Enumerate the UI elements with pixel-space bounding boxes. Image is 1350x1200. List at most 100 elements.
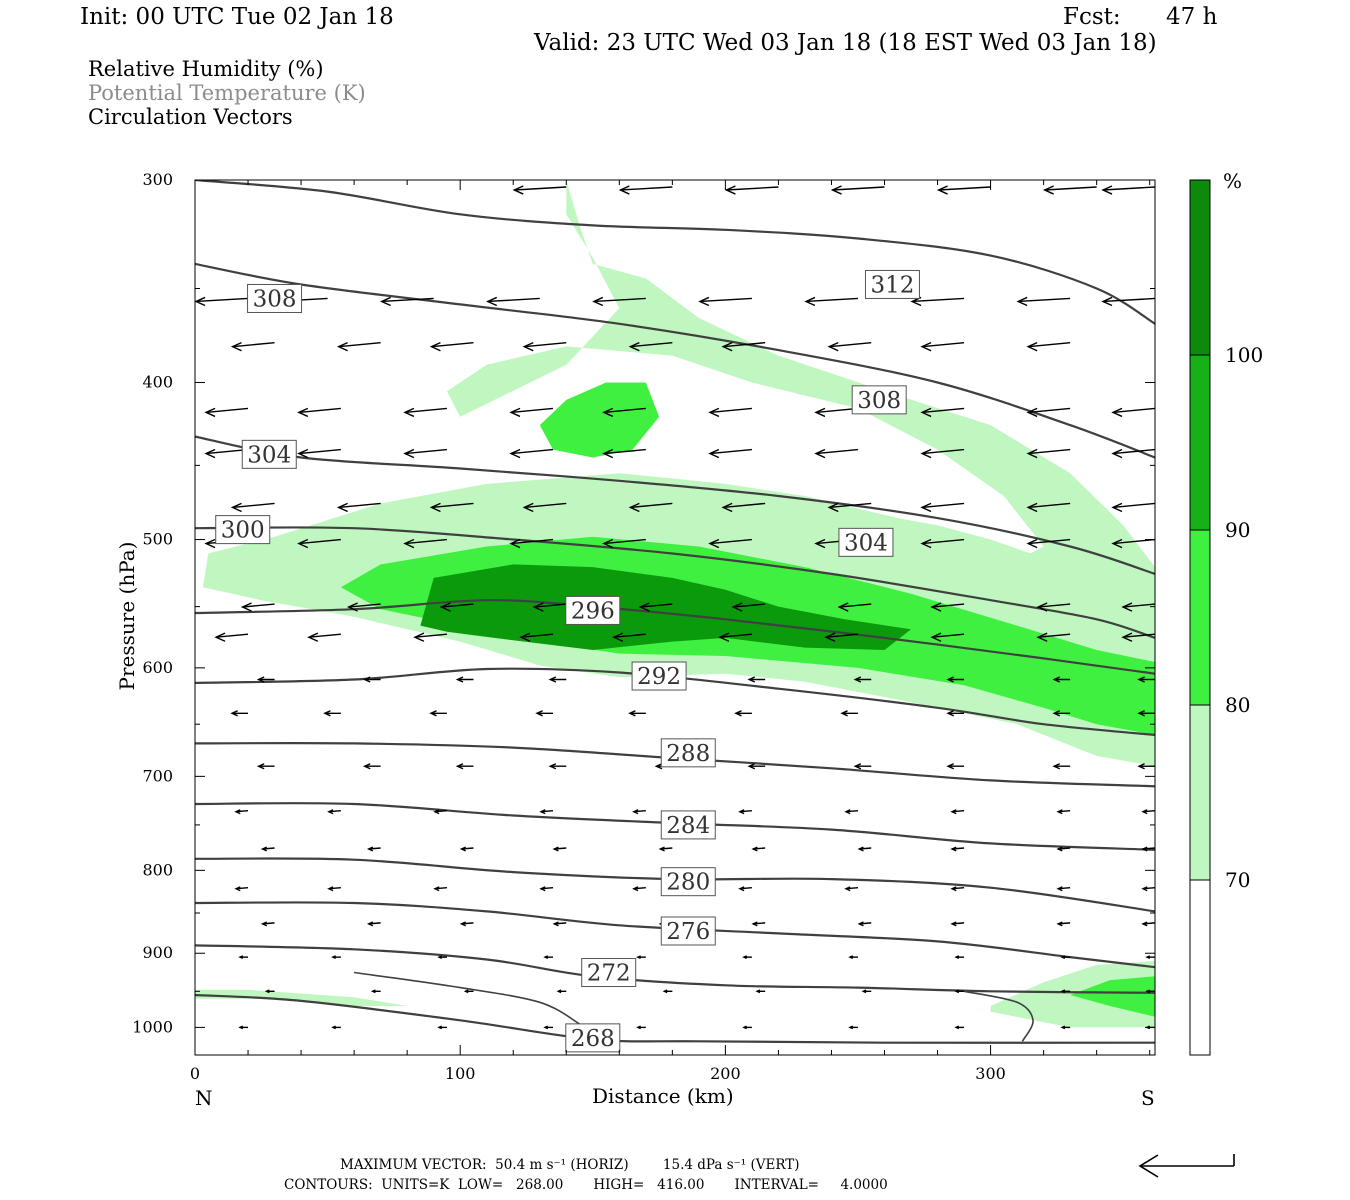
- vector-arrow: [433, 886, 447, 892]
- rh-region-70-1: [195, 989, 408, 1006]
- y-tick-label: 1000: [132, 1017, 173, 1036]
- vector-arrow: [238, 955, 249, 960]
- contour-label-284: 284: [660, 810, 716, 840]
- vector-arrow: [370, 989, 381, 994]
- contour-note: CONTOURS: UNITS=K LOW= 268.00 HIGH= 416.…: [284, 1177, 888, 1193]
- contour-label-288: 288: [660, 738, 716, 768]
- colorbar: 100 90 80 70%: [1189, 169, 1263, 1056]
- legend-theta: Potential Temperature (K): [88, 81, 366, 105]
- vector-arrow: [848, 955, 858, 960]
- vector-arrow: [327, 886, 341, 892]
- vector-arrow: [636, 1025, 646, 1030]
- vector-arrow: [552, 921, 567, 927]
- contour-label-296: 296: [565, 595, 621, 625]
- vector-arrow: [804, 296, 859, 307]
- theta-contour-312: [195, 180, 1155, 325]
- svg-text:268: 268: [571, 1026, 615, 1052]
- x-tick-label: 200: [710, 1064, 741, 1083]
- vector-arrow: [204, 407, 249, 418]
- x-axis-right-label: S: [1141, 1086, 1155, 1110]
- vector-arrow: [297, 538, 341, 549]
- vector-arrow: [532, 602, 567, 612]
- vector-arrow: [738, 886, 752, 892]
- rh-region-80-4: [539, 382, 660, 458]
- vector-arrow: [214, 632, 249, 642]
- vector-arrow: [840, 710, 858, 717]
- theta-contour-296: [195, 599, 1155, 675]
- axes: 300 400 500 600 700 800 900 1000 0 100 200 300: [132, 170, 1155, 1083]
- x-axis-title: Distance (km): [592, 1084, 734, 1108]
- vector-arrow: [1016, 296, 1071, 307]
- vector-arrow: [437, 1025, 447, 1030]
- vector-arrow: [830, 185, 885, 195]
- vector-arrow: [814, 448, 859, 459]
- vector-arrow: [204, 448, 249, 459]
- contour-label-304: 304: [838, 527, 894, 557]
- vector-arrow: [1060, 989, 1071, 994]
- vector-arrow: [403, 538, 448, 549]
- vector-arrow: [1137, 676, 1155, 683]
- vector-arrow: [260, 921, 275, 927]
- colorbar-label: 100: [1225, 343, 1263, 367]
- vector-arrow: [751, 846, 766, 852]
- x-tick-label: 0: [190, 1064, 200, 1083]
- vector-arrow: [509, 448, 554, 459]
- vector-arrow: [539, 886, 554, 892]
- plot-frame: [194, 179, 1156, 1056]
- theta-contour-308: [195, 262, 1155, 459]
- svg-text:308: 308: [857, 388, 901, 414]
- vector-arrow: [519, 632, 554, 642]
- colorbar-band: [1190, 705, 1210, 880]
- vector-arrow: [362, 763, 381, 770]
- contour-label-292: 292: [631, 661, 687, 691]
- vector-arrow: [260, 846, 275, 852]
- vector-arrow: [509, 538, 554, 549]
- reference-vector-icon: [1138, 1154, 1235, 1178]
- vector-arrow: [1111, 538, 1155, 549]
- vector-arrow: [638, 602, 673, 612]
- theta-contour-272: [195, 944, 1155, 994]
- vector-arrow: [592, 296, 646, 307]
- y-tick-label: 300: [142, 170, 173, 189]
- vector-arrow: [827, 502, 872, 513]
- vector-arrow: [853, 676, 872, 683]
- vector-arrow: [954, 955, 965, 960]
- svg-text:280: 280: [666, 870, 710, 896]
- vector-arrow: [543, 955, 554, 960]
- theta-contour-labels: 312 308 308 304 304 300 296 292 288 284 280 276 272 2…: [215, 269, 920, 1053]
- vector-arrow: [721, 502, 766, 513]
- vector-arrow: [403, 448, 448, 459]
- vector-arrow: [230, 710, 249, 717]
- svg-text:272: 272: [587, 961, 631, 987]
- vector-arrow: [512, 185, 567, 195]
- vector-arrow: [552, 846, 567, 852]
- vector-arrow: [954, 989, 965, 994]
- vector-arrow: [628, 710, 646, 717]
- colorbar-band: [1190, 355, 1210, 530]
- vector-arrow: [628, 341, 673, 352]
- vector-arrow: [837, 602, 872, 612]
- y-axis-title: Pressure (hPa): [115, 541, 139, 691]
- theta-contour-detail-right: [963, 990, 1034, 1042]
- svg-text:292: 292: [637, 664, 681, 690]
- rh-region-80-5: [1070, 976, 1155, 1017]
- contour-label-280: 280: [660, 867, 716, 897]
- vector-arrow: [362, 676, 381, 683]
- vector-arrow: [1101, 296, 1155, 307]
- vector-arrow: [930, 602, 965, 612]
- vector-arrow: [708, 407, 752, 418]
- vector-arrow: [331, 955, 341, 960]
- y-tick-label: 600: [142, 658, 173, 677]
- vector-arrow: [463, 989, 474, 994]
- vector-arrow: [1121, 602, 1155, 612]
- vector-arrow: [1145, 955, 1155, 960]
- vector-arrow: [323, 710, 341, 717]
- contour-label-300: 300: [215, 515, 271, 545]
- svg-text:304: 304: [247, 442, 291, 468]
- vector-arrow: [861, 989, 872, 994]
- vector-arrow: [632, 886, 646, 892]
- init-time: Init: 00 UTC Tue 02 Jan 18: [80, 4, 394, 30]
- vector-arrow: [459, 921, 474, 927]
- vector-arrow: [718, 632, 752, 642]
